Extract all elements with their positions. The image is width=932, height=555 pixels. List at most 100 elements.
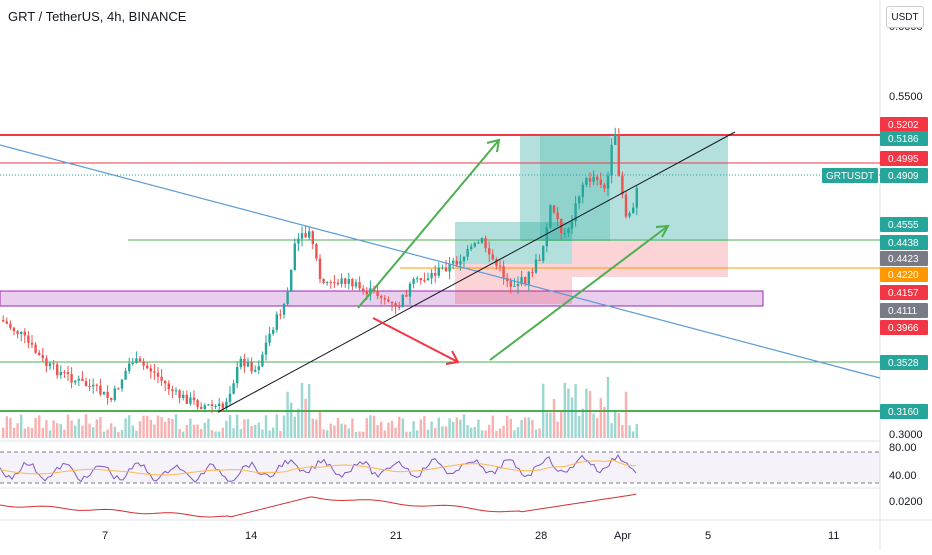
- volume-bar: [282, 415, 286, 438]
- red-arrow-down[interactable]: [372, 317, 460, 365]
- volume-bars: [2, 376, 638, 438]
- volume-bar: [135, 430, 138, 438]
- volume-bar: [77, 418, 80, 438]
- candle-body: [333, 282, 336, 284]
- volume-bar: [52, 420, 55, 438]
- volume-bar: [203, 422, 206, 438]
- volume-bar: [408, 431, 412, 438]
- candle-body: [387, 299, 390, 302]
- candle-body: [30, 342, 34, 345]
- volume-bar: [218, 431, 221, 438]
- candle-body: [416, 278, 419, 280]
- candle-body: [437, 267, 440, 276]
- candle-body: [23, 331, 26, 336]
- candle-body: [567, 228, 570, 233]
- candle-body: [441, 267, 444, 269]
- volume-bar: [275, 414, 278, 438]
- candle-body: [455, 260, 458, 265]
- volume-bar: [434, 427, 437, 438]
- candle-body: [444, 267, 448, 272]
- volume-bar: [164, 422, 167, 438]
- candle-body: [178, 390, 181, 398]
- volume-bar: [542, 383, 545, 438]
- candle-body: [120, 379, 124, 389]
- candle-body: [390, 301, 394, 304]
- volume-bar: [120, 430, 124, 438]
- candle-body: [610, 144, 613, 176]
- candle-body: [59, 371, 62, 376]
- rsi-indicator[interactable]: [0, 451, 880, 484]
- candle-body: [218, 403, 221, 407]
- volume-bar: [592, 413, 595, 438]
- volume-bar: [531, 419, 534, 438]
- candle-body: [538, 259, 541, 261]
- volume-bar: [401, 418, 404, 438]
- candle-body: [16, 331, 19, 335]
- candle-body: [419, 278, 422, 281]
- candle-body: [243, 358, 246, 367]
- candlesticks: [2, 127, 638, 414]
- candle-body: [315, 243, 318, 259]
- time-label: 28: [535, 530, 547, 542]
- candle-body: [214, 406, 217, 408]
- time-label: 7: [102, 530, 108, 542]
- candle-body: [531, 272, 534, 274]
- candle-body: [275, 314, 278, 330]
- volume-bar: [5, 416, 8, 438]
- candle-body: [347, 278, 350, 284]
- volume-bar: [336, 417, 340, 438]
- symbol-tag-label: GRTUSDT: [826, 171, 874, 182]
- green-arrow-up-1[interactable]: [357, 138, 501, 309]
- candle-body: [599, 179, 602, 185]
- candle-body: [556, 212, 559, 219]
- volume-bar: [459, 419, 462, 438]
- currency-selector[interactable]: USDT: [886, 6, 924, 28]
- green-arrow-up-2[interactable]: [489, 224, 670, 361]
- candle-body: [520, 277, 523, 285]
- momentum-indicator[interactable]: [0, 493, 637, 518]
- long-position-tool-2[interactable]: [520, 136, 728, 277]
- price-badge: [880, 303, 928, 318]
- candle-body: [95, 384, 98, 386]
- candle-body: [304, 233, 307, 238]
- candle-body: [52, 363, 55, 365]
- volume-bar: [88, 423, 91, 438]
- candle-body: [9, 323, 12, 328]
- candle-body: [261, 354, 264, 367]
- volume-bar: [430, 421, 433, 438]
- candle-body: [117, 388, 120, 390]
- volume-bar: [257, 422, 260, 438]
- candle-body: [362, 288, 365, 291]
- volume-bar: [322, 429, 325, 438]
- candle-body: [246, 362, 250, 367]
- price-badge-label: 0.4555: [888, 220, 919, 231]
- candle-body: [225, 401, 228, 409]
- volume-bar: [12, 427, 16, 438]
- volume-bar: [131, 425, 134, 438]
- candle-body: [74, 380, 77, 383]
- candle-body: [77, 378, 80, 381]
- price-badge-label: 0.4220: [888, 270, 919, 281]
- candle-body: [592, 176, 595, 182]
- candle-body: [106, 391, 109, 398]
- volume-bar: [153, 424, 156, 438]
- symbol-title[interactable]: GRT / TetherUS, 4h, BINANCE: [8, 9, 187, 24]
- price-badge-label: 0.4438: [888, 238, 919, 249]
- volume-bar: [196, 424, 199, 438]
- volume-bar: [113, 426, 116, 438]
- candle-body: [448, 263, 451, 272]
- candle-body: [210, 404, 214, 407]
- volume-bar: [484, 430, 487, 438]
- candle-body: [426, 278, 430, 281]
- price-badge-label: 0.3966: [888, 323, 919, 334]
- descending-trendline[interactable]: [0, 144, 881, 379]
- volume-bar: [347, 428, 350, 438]
- volume-bar: [552, 398, 556, 438]
- ascending-trendline[interactable]: [217, 131, 736, 413]
- candle-body: [588, 178, 592, 182]
- volume-bar: [448, 418, 451, 438]
- candle-body: [250, 362, 253, 372]
- volume-bar: [232, 428, 235, 438]
